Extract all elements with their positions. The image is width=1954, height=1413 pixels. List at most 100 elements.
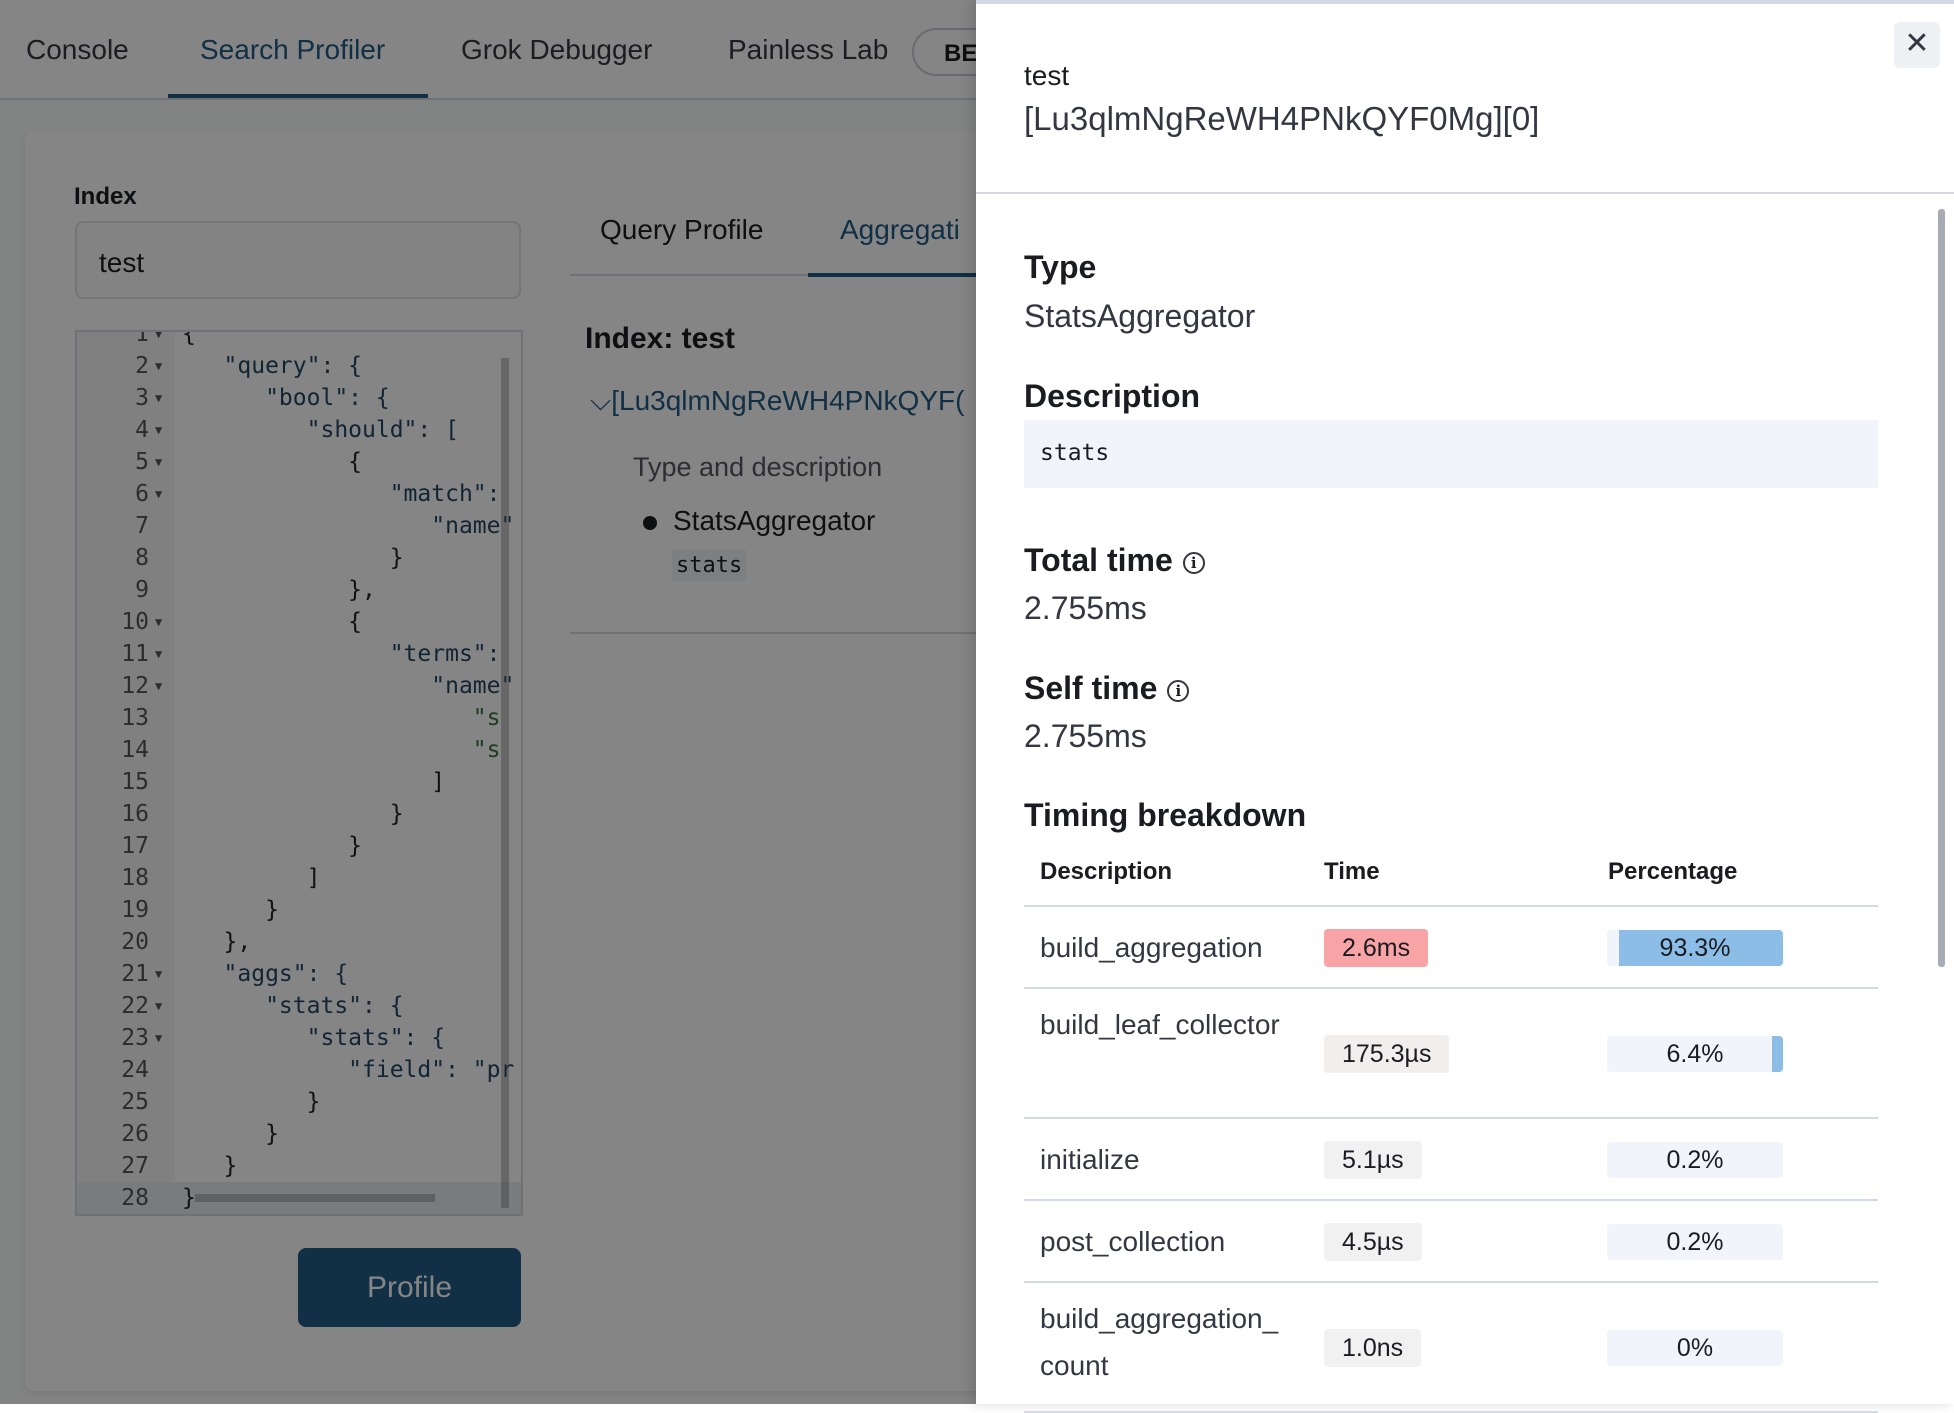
- code-text: "match":: [182, 478, 501, 510]
- shard-link[interactable]: ⌵[Lu3qlmNgReWH4PNkQYF(: [590, 385, 964, 418]
- self-time-heading-text: Self time: [1024, 670, 1157, 706]
- code-line[interactable]: 4▼ "should": [: [77, 414, 521, 446]
- code-line[interactable]: 22▼ "stats": {: [77, 990, 521, 1022]
- fold-toggle-icon[interactable]: ▼: [155, 382, 162, 414]
- row-time-badge: 2.6ms: [1324, 929, 1428, 967]
- code-line[interactable]: 17 }: [77, 830, 521, 862]
- code-line[interactable]: 2▼ "query": {: [77, 350, 521, 382]
- code-text: }: [182, 830, 362, 862]
- code-line[interactable]: 3▼ "bool": {: [77, 382, 521, 414]
- fold-toggle-icon[interactable]: ▼: [155, 990, 162, 1022]
- fold-toggle-icon[interactable]: ▼: [155, 606, 162, 638]
- row-description: build_aggregation: [1040, 924, 1290, 971]
- close-button[interactable]: ✕: [1894, 22, 1940, 68]
- row-time-badge: 175.3µs: [1324, 1035, 1449, 1073]
- chevron-down-icon: ⌵: [590, 385, 611, 416]
- column-header-percentage: Percentage: [1608, 858, 1737, 886]
- aggregation-description: stats: [672, 550, 746, 581]
- row-time-badge: 5.1µs: [1324, 1141, 1422, 1179]
- timing-breakdown-heading: Timing breakdown: [1024, 797, 1306, 834]
- line-number: 6: [77, 478, 149, 510]
- row-percentage-bar: 0.2%: [1607, 1142, 1783, 1178]
- self-time-value: 2.755ms: [1024, 718, 1147, 755]
- line-number: 10: [77, 606, 149, 638]
- code-line[interactable]: 15 ]: [77, 766, 521, 798]
- code-line[interactable]: 7 "name": [77, 510, 521, 542]
- code-text: }: [182, 1150, 237, 1182]
- table-row: build_leaf_collector 175.3µs 6.4%: [1024, 989, 1878, 1119]
- editor-horizontal-scrollbar[interactable]: [195, 1194, 435, 1202]
- code-line[interactable]: 10▼ {: [77, 606, 521, 638]
- tab-search-profiler[interactable]: Search Profiler: [200, 34, 385, 66]
- column-header-time: Time: [1324, 858, 1380, 886]
- code-line[interactable]: 25 }: [77, 1086, 521, 1118]
- details-flyout: test [Lu3qlmNgReWH4PNkQYF0Mg][0] ✕ Type …: [976, 0, 1954, 1404]
- fold-toggle-icon[interactable]: ▼: [155, 446, 162, 478]
- flyout-scrollbar[interactable]: [1938, 209, 1945, 967]
- code-line[interactable]: 16 }: [77, 798, 521, 830]
- fold-toggle-icon[interactable]: ▼: [155, 1022, 162, 1054]
- flyout-header-divider: [976, 192, 1954, 194]
- info-icon[interactable]: i: [1167, 680, 1189, 702]
- tab-console[interactable]: Console: [26, 34, 129, 66]
- code-line[interactable]: 6▼ "match":: [77, 478, 521, 510]
- code-text: }: [182, 894, 279, 926]
- table-row: post_collection 4.5µs 0.2%: [1024, 1201, 1878, 1283]
- profile-button[interactable]: Profile: [298, 1248, 521, 1327]
- fold-toggle-icon[interactable]: ▼: [155, 330, 162, 350]
- line-number: 23: [77, 1022, 149, 1054]
- code-line[interactable]: 11▼ "terms":: [77, 638, 521, 670]
- fold-toggle-icon[interactable]: ▼: [155, 350, 162, 382]
- row-percentage-bar: 93.3%: [1607, 930, 1783, 966]
- description-heading: Description: [1024, 378, 1200, 415]
- code-line[interactable]: 21▼ "aggs": {: [77, 958, 521, 990]
- row-percentage: 0.2%: [1607, 1142, 1783, 1178]
- type-heading: Type: [1024, 249, 1096, 286]
- row-description: initialize: [1040, 1136, 1290, 1183]
- row-percentage-bar: 0.2%: [1607, 1224, 1783, 1260]
- aggregation-type-link[interactable]: StatsAggregator: [673, 505, 875, 537]
- tab-grok-debugger[interactable]: Grok Debugger: [461, 34, 652, 66]
- fold-toggle-icon[interactable]: ▼: [155, 414, 162, 446]
- tab-aggregation-profile[interactable]: Aggregati: [840, 214, 960, 246]
- row-percentage-bar: 6.4%: [1607, 1036, 1783, 1072]
- tab-painless-lab[interactable]: Painless Lab: [728, 34, 888, 66]
- line-number: 8: [77, 542, 149, 574]
- code-line[interactable]: 19 }: [77, 894, 521, 926]
- code-line[interactable]: 18 ]: [77, 862, 521, 894]
- code-line[interactable]: 26 }: [77, 1118, 521, 1150]
- tab-query-profile[interactable]: Query Profile: [600, 214, 763, 246]
- divider: [570, 632, 990, 634]
- code-line[interactable]: 23▼ "stats": {: [77, 1022, 521, 1054]
- editor-vertical-scrollbar[interactable]: [501, 358, 509, 1208]
- row-description: build_leaf_collector: [1040, 1001, 1290, 1048]
- fold-toggle-icon[interactable]: ▼: [155, 638, 162, 670]
- index-input[interactable]: test: [75, 221, 521, 299]
- code-line[interactable]: 8 }: [77, 542, 521, 574]
- code-text: }: [182, 542, 404, 574]
- code-line[interactable]: 27 }: [77, 1150, 521, 1182]
- row-time-badge: 1.0ns: [1324, 1329, 1421, 1367]
- code-line[interactable]: 1▼{: [77, 330, 521, 350]
- code-text: }: [182, 1086, 320, 1118]
- fold-toggle-icon[interactable]: ▼: [155, 958, 162, 990]
- line-number: 15: [77, 766, 149, 798]
- fold-toggle-icon[interactable]: ▼: [155, 670, 162, 702]
- info-icon[interactable]: i: [1183, 552, 1205, 574]
- fold-toggle-icon[interactable]: ▼: [155, 478, 162, 510]
- line-number: 5: [77, 446, 149, 478]
- code-line[interactable]: 20 },: [77, 926, 521, 958]
- code-line[interactable]: 14 "s: [77, 734, 521, 766]
- row-description: post_collection: [1040, 1218, 1290, 1265]
- code-line[interactable]: 5▼ {: [77, 446, 521, 478]
- row-time-badge: 4.5µs: [1324, 1223, 1422, 1261]
- code-line[interactable]: 9 },: [77, 574, 521, 606]
- code-line[interactable]: 12▼ "name": [77, 670, 521, 702]
- code-line[interactable]: 13 "s: [77, 702, 521, 734]
- shard-id: [Lu3qlmNgReWH4PNkQYF(: [611, 385, 964, 416]
- code-line[interactable]: 24 "field": "pr: [77, 1054, 521, 1086]
- row-percentage: 93.3%: [1607, 930, 1783, 966]
- row-percentage: 6.4%: [1607, 1036, 1783, 1072]
- code-text: "name": [182, 510, 514, 542]
